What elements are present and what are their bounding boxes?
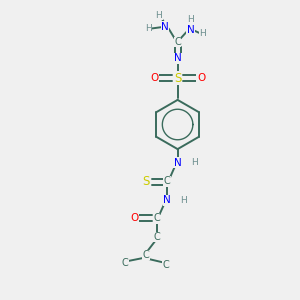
- Text: H: H: [145, 24, 152, 33]
- Text: C: C: [153, 232, 160, 242]
- Text: C: C: [143, 250, 149, 260]
- Text: C: C: [153, 213, 160, 224]
- Text: H: H: [199, 28, 206, 38]
- Text: C: C: [122, 258, 128, 268]
- Text: N: N: [174, 158, 182, 168]
- Text: H: H: [191, 158, 197, 167]
- Text: H: H: [187, 15, 194, 24]
- Text: N: N: [163, 195, 171, 205]
- Text: S: S: [174, 71, 181, 85]
- Text: O: O: [197, 73, 205, 83]
- Text: H: H: [156, 11, 162, 20]
- Text: O: O: [130, 213, 138, 224]
- Text: C: C: [162, 260, 169, 271]
- Text: O: O: [150, 73, 159, 83]
- Text: N: N: [161, 22, 169, 32]
- Text: H: H: [180, 196, 187, 205]
- Text: C: C: [164, 176, 170, 187]
- Text: N: N: [187, 25, 194, 35]
- Text: S: S: [142, 175, 150, 188]
- Text: C: C: [174, 37, 181, 47]
- Text: N: N: [174, 53, 182, 64]
